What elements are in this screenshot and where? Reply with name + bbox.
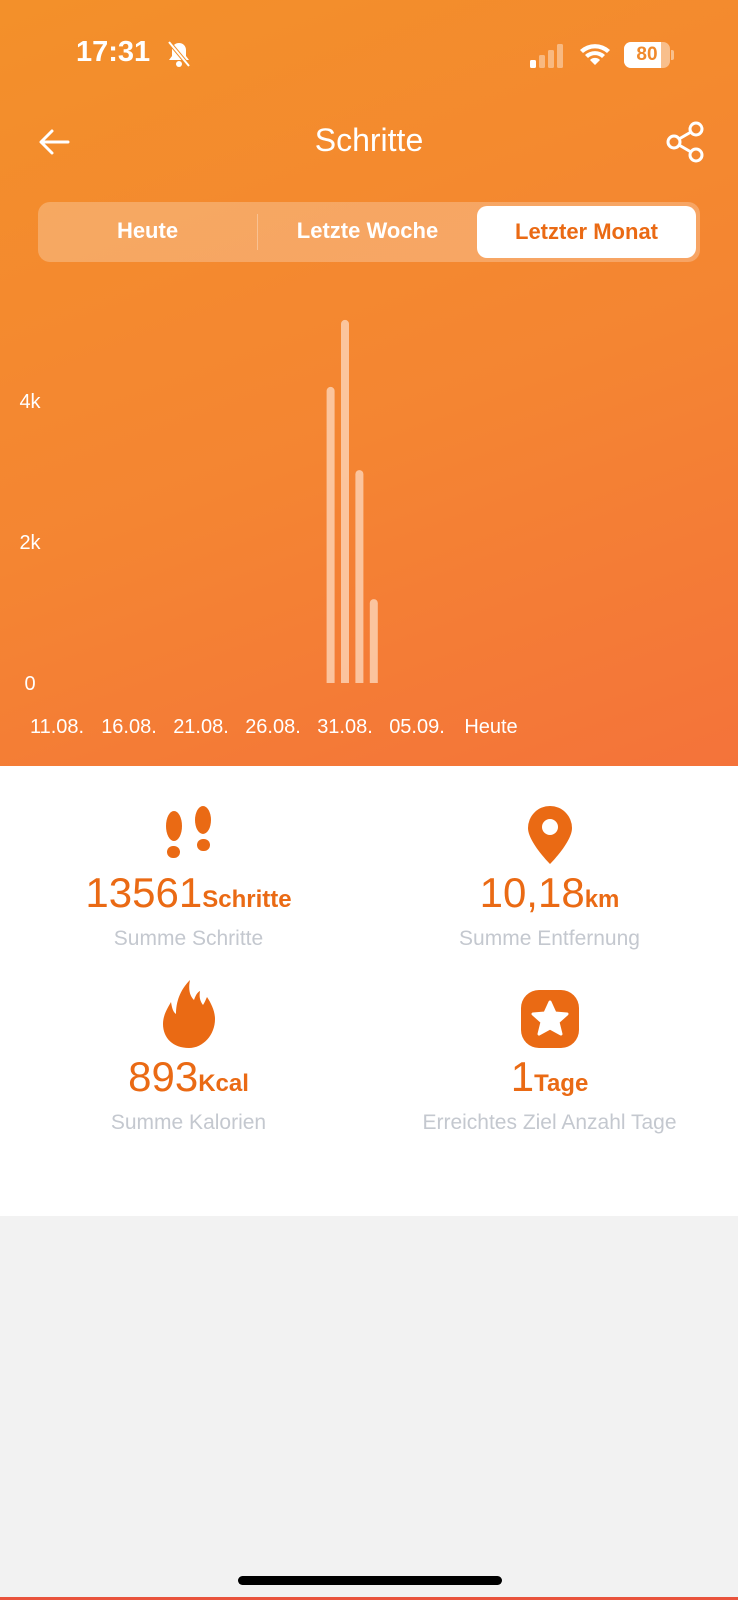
- stats-panel: 13561Schritte Summe Schritte 10,18km Sum…: [0, 766, 738, 1216]
- steps-unit: Schritte: [202, 886, 292, 913]
- flame-icon: [162, 980, 215, 1048]
- location-pin-icon: [527, 806, 572, 864]
- goal-days-label: Erreichtes Ziel Anzahl Tage: [422, 1111, 677, 1134]
- stat-goal-days: 1Tage Erreichtes Ziel Anzahl Tage: [365, 986, 734, 1135]
- battery-icon: 80: [624, 42, 674, 68]
- tab-letzter-monat[interactable]: Letzter Monat: [477, 206, 696, 258]
- x-tick-label: 16.08.: [101, 716, 157, 738]
- x-tick-label: 31.08.: [317, 716, 373, 738]
- stat-calories: 893Kcal Summe Kalorien: [4, 980, 373, 1135]
- header-area: 17:31 80 Schritte Heute Letzte Woche Let…: [0, 0, 738, 766]
- status-time: 17:31: [76, 36, 151, 68]
- calories-label: Summe Kalorien: [110, 1111, 267, 1134]
- distance-label: Summe Entfernung: [459, 927, 640, 950]
- bar-30.08.[interactable]: [326, 386, 335, 683]
- x-tick-label: 26.08.: [245, 716, 301, 738]
- stat-distance: 10,18km Summe Entfernung: [365, 802, 734, 951]
- wifi-icon: [580, 44, 610, 65]
- calories-unit: Kcal: [198, 1070, 249, 1097]
- footprints-icon: [165, 806, 211, 858]
- tab-letzte-woche[interactable]: Letzte Woche: [296, 218, 439, 243]
- goal-days-value: 1: [510, 1053, 535, 1100]
- y-tick-label: 4k: [19, 391, 41, 413]
- home-indicator[interactable]: [238, 1576, 502, 1585]
- y-tick-label: 0: [24, 673, 35, 695]
- bar-02.09.[interactable]: [369, 599, 378, 683]
- battery-level: 80: [636, 44, 658, 65]
- steps-chart: 0 2k 4k 11.08. 16.08. 21.08. 26.08. 31.08. 05.09…: [19, 319, 518, 738]
- arrow-left-icon[interactable]: [36, 124, 72, 160]
- x-tick-label: 05.09.: [389, 716, 445, 738]
- calories-value: 893: [128, 1053, 199, 1100]
- tab-heute[interactable]: Heute: [116, 218, 179, 243]
- stat-steps: 13561Schritte Summe Schritte: [4, 802, 373, 951]
- distance-unit: km: [584, 886, 620, 913]
- x-tick-label: 11.08.: [30, 716, 84, 738]
- signal-icon: [530, 44, 563, 68]
- bell-slash-icon: [167, 40, 191, 68]
- y-tick-label: 2k: [19, 532, 41, 554]
- goal-days-unit: Tage: [534, 1070, 589, 1097]
- bar-01.09.[interactable]: [355, 470, 364, 683]
- bottom-edge: [0, 1597, 738, 1600]
- period-tabs: Heute Letzte Woche Letzter Monat: [38, 202, 700, 262]
- x-tick-label: 21.08.: [173, 716, 229, 738]
- page-title: Schritte: [314, 122, 424, 158]
- share-icon[interactable]: [664, 120, 708, 164]
- tab-divider: [257, 214, 258, 250]
- bar-31.08.[interactable]: [341, 319, 349, 683]
- distance-value: 10,18: [479, 869, 585, 916]
- star-badge-icon: [520, 990, 579, 1048]
- steps-value: 13561: [85, 869, 203, 916]
- steps-label: Summe Schritte: [113, 927, 264, 950]
- x-tick-label: Heute: [464, 716, 517, 738]
